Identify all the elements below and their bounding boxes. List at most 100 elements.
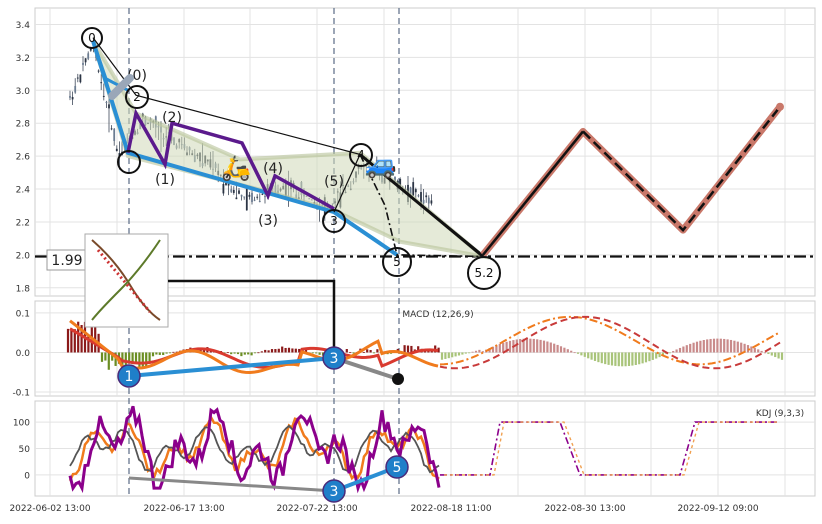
price-primary-wave-bold xyxy=(359,153,484,258)
macd-histogram-bar xyxy=(366,349,369,353)
macd-histogram-bar xyxy=(345,349,348,353)
scooter-icon: 🛵 xyxy=(221,154,251,182)
macd-histogram-bar xyxy=(461,352,464,355)
macd-wave-label-1: 1 xyxy=(125,369,134,385)
price-candle-body xyxy=(261,193,264,195)
macd-histogram-bar xyxy=(437,347,440,353)
price-ytick-label: 1.8 xyxy=(16,284,31,294)
macd-histogram-bar xyxy=(168,352,172,354)
kdj-wave-label-3: 3 xyxy=(330,484,339,500)
macd-histogram-bar xyxy=(134,352,138,364)
brush-icon xyxy=(108,74,134,100)
macd-histogram-bar xyxy=(563,347,566,353)
macd-histogram-bar xyxy=(556,344,559,353)
macd-histogram-bar xyxy=(240,352,243,357)
price-candle-body xyxy=(253,199,256,201)
macd-projection-signal xyxy=(439,315,781,370)
macd-histogram-bar xyxy=(695,341,699,353)
macd-histogram-bar xyxy=(658,352,661,358)
macd-histogram-bar xyxy=(311,352,314,354)
macd-histogram-bar xyxy=(104,352,107,361)
macd-histogram-bar xyxy=(678,347,682,353)
xtick-label: 2022-08-18 11:00 xyxy=(410,504,491,514)
price-candle-body xyxy=(102,95,105,97)
macd-histogram-bar xyxy=(440,352,444,360)
macd-histogram-bar xyxy=(607,352,610,365)
xtick-label: 2022-06-17 13:00 xyxy=(143,504,224,514)
wave-label-4-ring xyxy=(349,143,373,167)
macd-histogram-bar xyxy=(481,351,484,353)
price-candle-body xyxy=(74,85,77,93)
macd-histogram-bar xyxy=(723,338,726,353)
price-candle-body xyxy=(108,104,110,109)
price-dashdot-wave xyxy=(359,154,484,258)
price-candle-body xyxy=(430,200,433,204)
price-candle-body xyxy=(238,190,240,194)
macd-wave-label-3: 3 xyxy=(330,351,339,367)
macd-histogram-bar xyxy=(87,336,90,353)
macd-histogram-bar xyxy=(498,344,501,353)
macd-title: MACD (12,26,9) xyxy=(402,310,473,320)
macd-histogram-bar xyxy=(287,347,291,353)
macd-histogram-bar xyxy=(257,352,260,354)
macd-histogram-bar xyxy=(502,342,505,353)
macd-histogram-bar xyxy=(757,349,760,353)
macd-histogram-bar xyxy=(689,343,692,353)
xtick-label: 2022-09-12 09:00 xyxy=(677,504,758,514)
macd-histogram-bar xyxy=(468,352,471,354)
macd-histogram-bar xyxy=(675,349,678,353)
kdj-ytick-label: 100 xyxy=(13,419,30,429)
macd-histogram-bar xyxy=(525,338,529,353)
macd-histogram-bar xyxy=(226,352,229,354)
macd-histogram-bar xyxy=(352,352,355,354)
macd-histogram-bar xyxy=(716,338,719,353)
macd-histogram-bar xyxy=(274,349,277,353)
price-candle-body xyxy=(230,189,233,192)
price-candle-body xyxy=(222,183,225,194)
price-candle-body xyxy=(412,182,415,196)
macd-histogram-bar xyxy=(148,352,151,364)
macd-histogram-bar xyxy=(627,352,631,366)
macd-histogram-bar xyxy=(243,352,246,355)
macd-histogram-bar xyxy=(753,347,756,353)
macd-blue-connector xyxy=(128,356,335,378)
macd-histogram-bar xyxy=(417,346,420,353)
price-candle-body xyxy=(243,196,246,198)
price-candle-body xyxy=(227,182,230,186)
macd-histogram-bar xyxy=(532,338,535,353)
wave-label-5-2: 5.2 xyxy=(474,266,493,280)
macd-histogram-bar xyxy=(70,330,73,353)
macd-histogram-bar xyxy=(617,352,620,367)
macd-histogram-bar xyxy=(151,352,155,357)
macd-histogram-bar xyxy=(447,352,450,359)
macd-histogram-bar xyxy=(376,349,379,353)
macd-histogram-bar xyxy=(94,321,97,353)
price-ytick-label: 2.2 xyxy=(16,218,30,228)
car-icon: 🚙 xyxy=(365,150,397,180)
macd-histogram-bar xyxy=(77,321,80,353)
macd-histogram-bar xyxy=(644,352,648,363)
macd-histogram-bar xyxy=(763,352,767,354)
macd-histogram-bar xyxy=(651,352,654,360)
macd-histogram-bar xyxy=(576,352,580,354)
price-candle-body xyxy=(258,201,261,203)
macd-histogram-bar xyxy=(709,338,712,353)
macd-histogram-bar xyxy=(372,352,376,354)
macd-histogram-bar xyxy=(464,352,467,354)
macd-histogram-bar xyxy=(478,349,481,353)
macd-histogram-bar xyxy=(162,352,165,356)
macd-histogram-bar xyxy=(604,352,607,365)
price-candle-body xyxy=(414,189,417,193)
macd-histogram-bar xyxy=(767,352,770,355)
macd-histogram-bar xyxy=(145,352,148,367)
wave-label-2: 2 xyxy=(133,90,141,104)
macd-histogram-bar xyxy=(349,352,352,354)
price-candle-body xyxy=(420,192,422,207)
macd-histogram-bar xyxy=(267,350,270,353)
macd-ytick-label: 0.1 xyxy=(16,309,30,319)
macd-histogram-bar xyxy=(138,352,141,368)
macd-histogram-bar xyxy=(233,352,236,354)
macd-histogram-bar xyxy=(580,352,583,356)
price-candle-body xyxy=(115,148,118,152)
wave-label-0-ring xyxy=(81,27,103,49)
